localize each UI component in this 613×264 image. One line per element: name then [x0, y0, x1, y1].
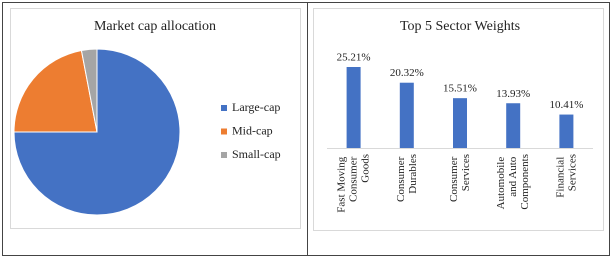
legend-label: Mid-cap — [232, 123, 273, 137]
bar — [399, 82, 414, 148]
legend-label: Small-cap — [232, 147, 281, 161]
x-tick-label: Automobile and Auto Components — [495, 154, 531, 210]
chart-title: Top 5 Sector Weights — [400, 19, 520, 34]
value-label: 15.51% — [443, 83, 477, 95]
legend-swatch — [221, 128, 227, 135]
x-tick-label: Financial Services — [554, 154, 578, 198]
legend-swatch — [221, 105, 227, 111]
pie-slice — [80, 48, 98, 133]
x-tick-label: Consumer Durables — [394, 154, 418, 202]
value-label: 20.32% — [390, 67, 424, 79]
x-tick-label: Consumer Services — [448, 154, 472, 202]
legend-label: Large-cap — [232, 100, 280, 114]
pie-slice — [13, 49, 98, 133]
x-tick-label: Fast Moving Consumer Goods — [335, 154, 371, 213]
outer-frame — [2, 2, 610, 256]
value-label: 25.21% — [337, 52, 371, 64]
bar — [346, 67, 361, 148]
legend-swatch — [221, 152, 227, 158]
pie-slice — [13, 48, 181, 216]
chart-title: Market cap allocation — [94, 19, 216, 34]
bar — [453, 98, 467, 148]
bar — [559, 114, 574, 148]
value-label: 13.93% — [496, 88, 530, 100]
value-label: 10.41% — [549, 99, 583, 111]
bar — [506, 103, 521, 148]
